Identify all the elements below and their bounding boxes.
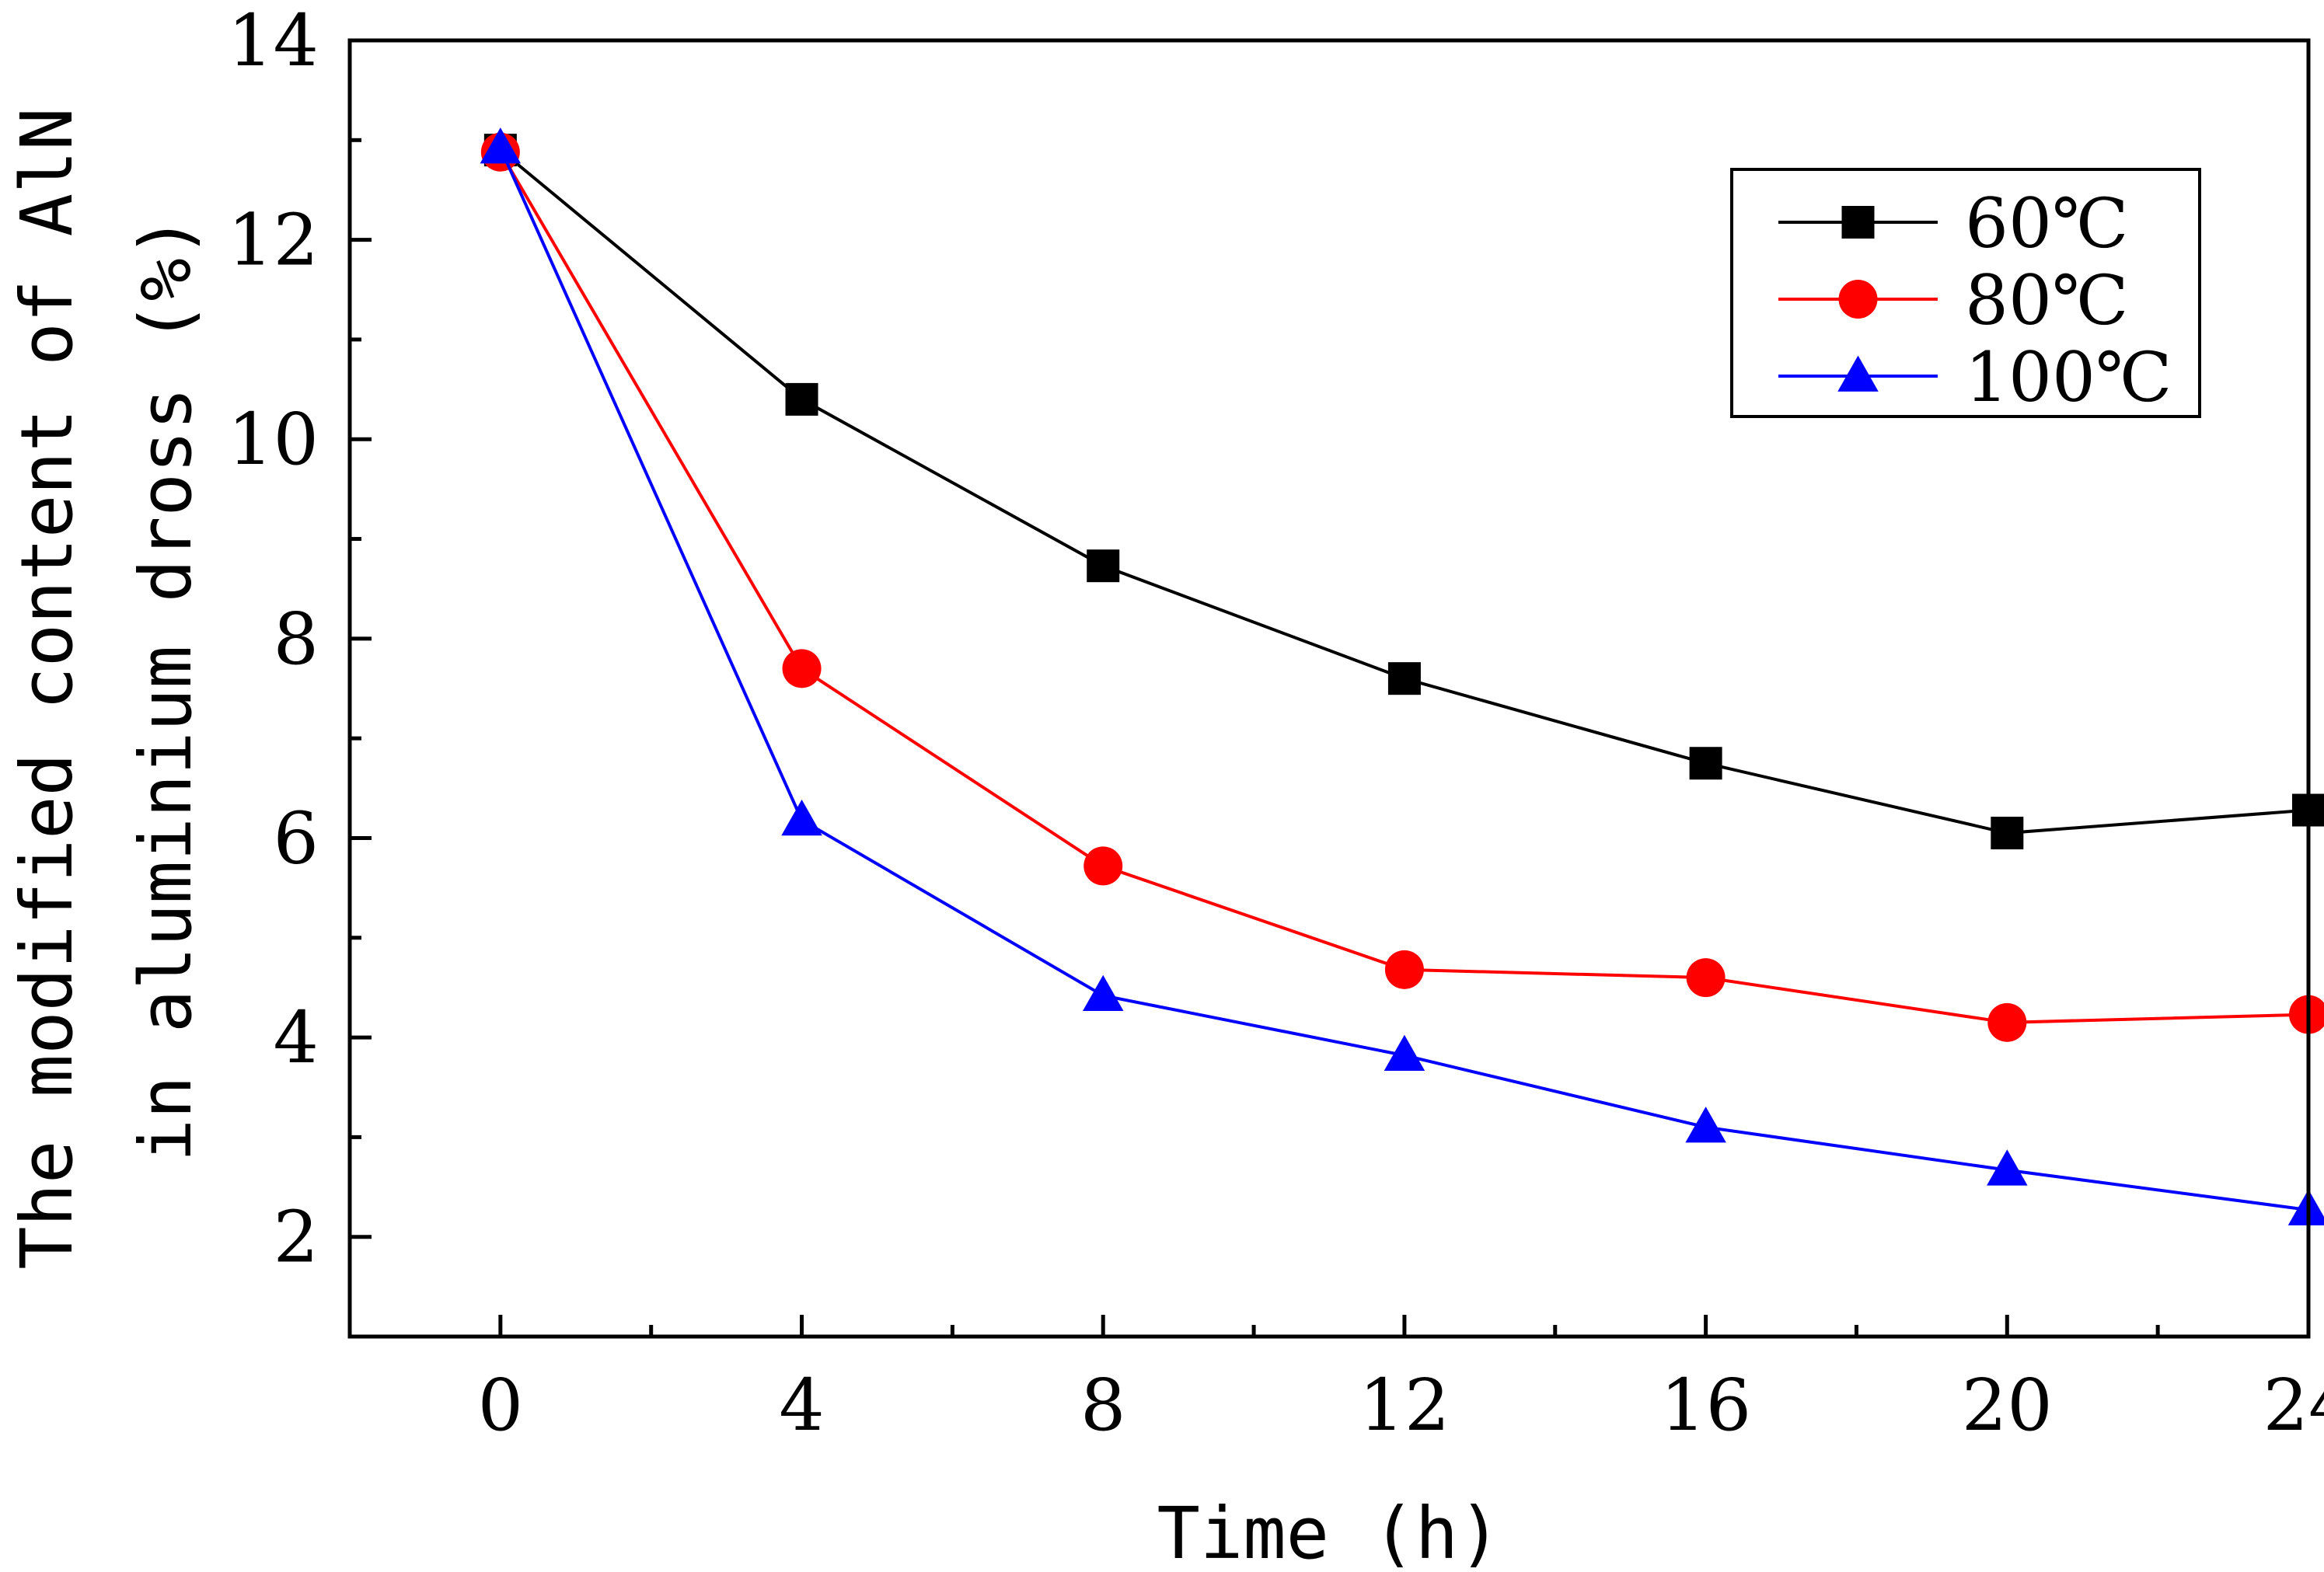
series-layer	[480, 127, 2324, 1225]
plot-frame	[347, 38, 2311, 1339]
y-tick-label: 6	[273, 796, 319, 880]
y-axis-title-line2: in aluminium dross (%)	[124, 215, 208, 1162]
y-tick-label: 12	[228, 199, 319, 282]
data-point	[2287, 1189, 2324, 1225]
legend-marker	[1841, 206, 1875, 239]
legend-marker	[1837, 355, 1879, 392]
legend-entry: 80℃	[1778, 260, 2128, 340]
data-point	[785, 382, 818, 416]
x-tick-label: 16	[1660, 1364, 1751, 1447]
series-3	[480, 127, 2324, 1225]
data-point	[480, 127, 522, 164]
legend-label: 100℃	[1965, 337, 2172, 417]
y-tick-label: 8	[273, 598, 319, 681]
data-point	[1087, 549, 1120, 583]
data-point	[1685, 1107, 1726, 1143]
data-point	[1987, 1149, 2028, 1186]
data-point	[781, 799, 822, 836]
data-point	[1689, 747, 1722, 780]
legend-entry: 60℃	[1778, 183, 2128, 263]
y-tick-label: 4	[273, 996, 319, 1079]
legend-label: 80℃	[1965, 260, 2128, 340]
x-tick-label: 12	[1359, 1364, 1450, 1447]
data-point	[1384, 1034, 1425, 1072]
y-tick-label: 2	[273, 1196, 319, 1279]
x-tick-label: 4	[779, 1364, 825, 1447]
data-point	[1384, 950, 1424, 989]
x-tick-label: 20	[1962, 1364, 2053, 1447]
data-point	[1082, 974, 1124, 1012]
x-axis-title: Time (h)	[1157, 1492, 1501, 1572]
data-point	[782, 649, 822, 688]
legend-label: 60℃	[1965, 183, 2128, 263]
legend-entry: 100℃	[1778, 337, 2172, 417]
tick-labels: 048121620242468101214	[228, 0, 2324, 1447]
x-tick-label: 8	[1080, 1364, 1126, 1447]
x-tick-label: 24	[2263, 1364, 2324, 1447]
data-point	[1987, 1002, 2027, 1042]
data-point	[1991, 817, 2024, 850]
legend-marker	[1838, 280, 1878, 319]
y-tick-label: 14	[228, 0, 319, 82]
data-point	[1686, 958, 1726, 998]
x-tick-label: 0	[478, 1364, 524, 1447]
data-point	[1387, 662, 1421, 695]
data-point	[1083, 846, 1123, 886]
y-tick-label: 10	[228, 398, 319, 481]
y-axis-title-line1: The modified content of AlN	[5, 107, 89, 1270]
